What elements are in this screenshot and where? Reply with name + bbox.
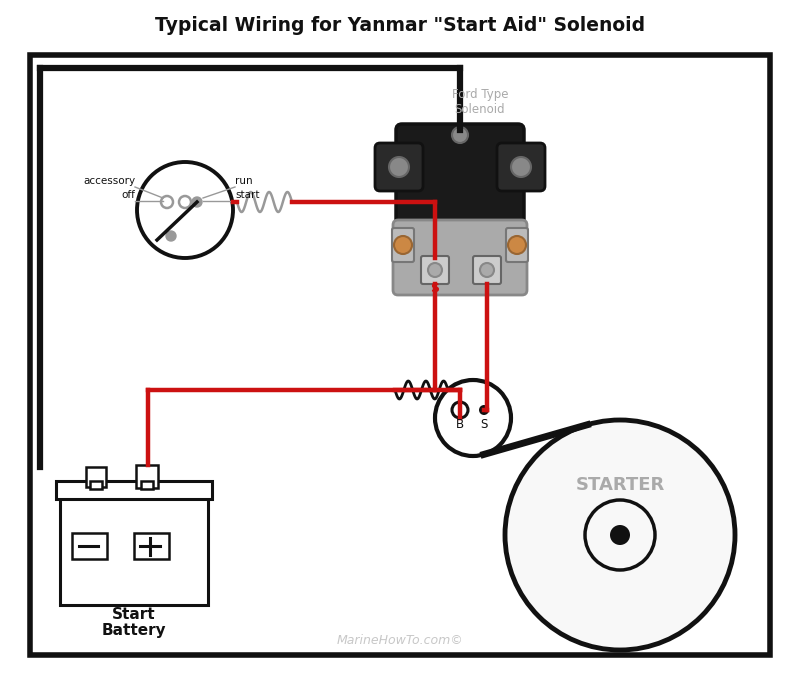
- Text: MarineHowTo.com©: MarineHowTo.com©: [337, 633, 463, 646]
- Bar: [90, 481, 102, 489]
- Text: Start: Start: [112, 607, 156, 622]
- FancyBboxPatch shape: [497, 143, 545, 191]
- Bar: [72, 533, 107, 559]
- Circle shape: [479, 405, 489, 415]
- Bar: [134, 533, 169, 559]
- Text: Typical Wiring for Yanmar "Start Aid" Solenoid: Typical Wiring for Yanmar "Start Aid" So…: [155, 16, 645, 34]
- Circle shape: [505, 420, 735, 650]
- Bar: [141, 481, 153, 489]
- Text: S: S: [430, 282, 439, 295]
- Text: run: run: [235, 176, 253, 186]
- Text: S: S: [480, 418, 488, 431]
- FancyBboxPatch shape: [393, 220, 527, 295]
- Text: Battery: Battery: [102, 623, 166, 638]
- Text: B: B: [456, 418, 464, 431]
- FancyBboxPatch shape: [396, 124, 524, 291]
- Bar: [86, 467, 106, 487]
- Text: accessory: accessory: [83, 176, 135, 186]
- Circle shape: [480, 263, 494, 277]
- FancyBboxPatch shape: [473, 256, 501, 284]
- Circle shape: [428, 263, 442, 277]
- FancyBboxPatch shape: [375, 143, 423, 191]
- Circle shape: [610, 525, 630, 545]
- Text: start: start: [235, 190, 259, 200]
- Circle shape: [452, 127, 468, 143]
- Bar: [30, 55, 770, 655]
- Circle shape: [166, 231, 176, 241]
- Bar: [56, 481, 212, 499]
- Circle shape: [508, 236, 526, 254]
- FancyBboxPatch shape: [421, 256, 449, 284]
- Bar: [60, 493, 208, 605]
- Circle shape: [511, 157, 531, 177]
- Text: off: off: [121, 190, 135, 200]
- Circle shape: [394, 236, 412, 254]
- FancyBboxPatch shape: [506, 228, 528, 262]
- FancyBboxPatch shape: [392, 228, 414, 262]
- Text: STARTER: STARTER: [575, 476, 665, 494]
- Bar: [136, 465, 158, 488]
- Text: I: I: [485, 282, 490, 295]
- Circle shape: [192, 197, 202, 207]
- Text: Ford Type: Ford Type: [452, 88, 508, 101]
- Circle shape: [389, 157, 409, 177]
- Text: Solenoid: Solenoid: [454, 103, 506, 116]
